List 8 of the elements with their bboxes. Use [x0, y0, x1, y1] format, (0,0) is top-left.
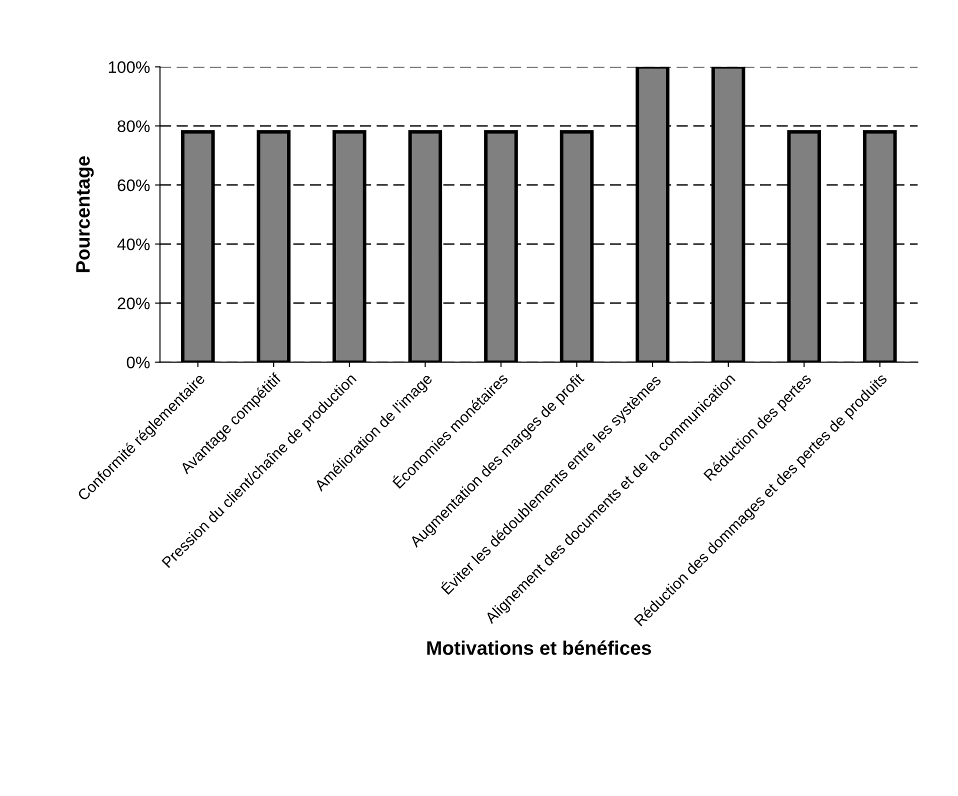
y-tick-label: 100% — [108, 61, 150, 74]
y-tick-label: 20% — [118, 298, 150, 310]
y-tick-label: 0% — [126, 356, 150, 368]
y-tick-label: 80% — [118, 120, 150, 132]
y-tick-label: 60% — [118, 179, 150, 192]
y-tick-label: 40% — [117, 238, 150, 250]
y-axis-title: Pourcentage — [76, 156, 94, 272]
x-axis-title: Motivations et bénéfices — [427, 640, 651, 655]
